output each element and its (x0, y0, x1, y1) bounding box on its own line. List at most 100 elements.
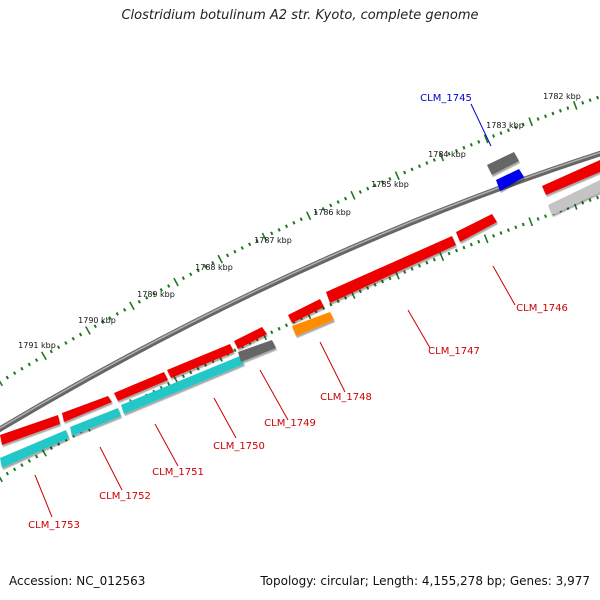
gene-arrow-clm-1751[interactable] (114, 372, 168, 401)
tick-mark (211, 261, 215, 265)
tick-mark (336, 200, 340, 204)
tick-mark (499, 131, 503, 135)
footer-accession: Accession: NC_012563 (9, 574, 146, 588)
tick-mark (403, 270, 407, 274)
tick-mark (514, 225, 518, 230)
tick-mark (343, 296, 348, 300)
tick-mark (20, 366, 24, 371)
tick-mark (189, 272, 193, 277)
tick-mark (521, 222, 525, 227)
gene-label-clm-1749[interactable]: CLM_1749 (264, 418, 316, 429)
gene-arrow-clm-1752-fwd[interactable] (62, 396, 112, 422)
tick-label: 1787 kbp (254, 236, 292, 245)
tick-mark (71, 336, 75, 341)
tick-mark (270, 330, 274, 335)
tick-mark (596, 195, 600, 200)
tick-mark (350, 190, 356, 200)
tick-mark (108, 316, 112, 320)
tick-label: 1784 kbp (428, 150, 466, 159)
tick-mark (581, 200, 585, 205)
gene-arrow-clm-1747[interactable] (326, 236, 456, 303)
gene-label-clm-1752[interactable]: CLM_1752 (99, 491, 151, 502)
tick-label: 1789 kbp (137, 290, 175, 299)
footer-topology: Topology: circular; Length: 4,155,278 bp… (260, 574, 590, 588)
tick-mark (329, 302, 333, 307)
gene-label-clm-1748[interactable]: CLM_1748 (320, 392, 372, 403)
tick-mark (159, 288, 163, 292)
tick-mark (410, 167, 414, 172)
tick-mark (343, 196, 348, 201)
tick-mark (12, 467, 17, 472)
tick-mark (34, 358, 39, 362)
gene-arrow-clm-1750[interactable] (167, 344, 234, 378)
tick-label: 1786 kbp (313, 208, 351, 217)
gene-label-clm-1751[interactable]: CLM_1751 (152, 467, 204, 478)
leader-clm-1752 (99, 446, 123, 491)
gene-label-clm-1753[interactable]: CLM_1753 (28, 520, 80, 531)
tick-mark (299, 217, 303, 222)
tick-label: 1783 kbp (486, 121, 524, 130)
genome-backbone-highlight (0, 151, 600, 429)
tick-mark (203, 363, 208, 367)
tick-mark (544, 114, 548, 119)
tick-mark (5, 471, 9, 476)
gene-arrow-light-gray[interactable] (548, 180, 600, 215)
gene-label-clm-1746[interactable]: CLM_1746 (516, 303, 568, 314)
tick-mark (499, 231, 503, 235)
tick-mark (439, 152, 445, 162)
gene-arrow-clm-1745-gray[interactable] (487, 152, 519, 175)
tick-mark (56, 442, 61, 446)
tick-mark (417, 263, 422, 268)
tick-mark (425, 161, 429, 165)
gene-arrow-clm-1749[interactable] (234, 327, 267, 349)
tick-mark (483, 234, 489, 244)
tick-mark (558, 108, 562, 113)
gene-label-clm-1750[interactable]: CLM_1750 (213, 441, 265, 452)
tick-mark (432, 257, 436, 262)
gene-arrow-dark-gray[interactable] (238, 340, 276, 362)
leader-clm-1749 (259, 369, 289, 421)
tick-mark (388, 177, 392, 181)
tick-mark (196, 366, 200, 371)
tick-mark (572, 100, 578, 110)
gene-arrow-clm-1746[interactable] (456, 214, 497, 242)
genome-backbone (0, 150, 600, 433)
tick-mark (544, 214, 548, 219)
tick-mark (0, 476, 3, 483)
tick-mark (248, 242, 252, 247)
tick-mark (84, 326, 91, 335)
tick-mark (373, 183, 377, 188)
tick-mark (329, 203, 333, 208)
tick-mark (196, 268, 200, 273)
gene-arrow-cyan-3[interactable] (121, 356, 244, 414)
tick-mark (5, 375, 10, 380)
tick-mark (462, 145, 466, 150)
tick-mark (521, 122, 525, 127)
tick-mark (492, 134, 496, 138)
tick-mark (321, 206, 325, 211)
tick-mark (225, 253, 230, 258)
gene-arrow-clm-1745-red[interactable] (542, 160, 600, 195)
gene-arrow-clm-1753[interactable] (0, 415, 60, 445)
gene-label-clm-1747[interactable]: CLM_1747 (428, 346, 480, 357)
tick-mark (64, 341, 68, 345)
tick-mark (358, 289, 362, 294)
tick-mark (115, 312, 119, 316)
tick-mark (93, 324, 97, 329)
tick-mark (49, 349, 53, 354)
gene-label-clm-1745[interactable]: CLM_1745 (420, 93, 472, 104)
tick-mark (284, 224, 289, 229)
tick-mark (189, 370, 193, 375)
tick-mark (277, 326, 281, 331)
gene-arrow-clm-1748-fwd[interactable] (288, 299, 324, 323)
leader-clm-1745 (470, 103, 492, 147)
gene-arrow-cyan-2[interactable] (70, 408, 121, 436)
tick-label: 1790 kbp (78, 316, 116, 325)
tick-mark (366, 286, 370, 290)
gene-arrow-orange[interactable] (292, 312, 334, 336)
gene-arrow-cyan-1[interactable] (0, 430, 69, 468)
tick-mark (410, 267, 414, 271)
gene-arrow-clm-1745-blue[interactable] (496, 169, 524, 191)
tick-mark (403, 170, 407, 175)
